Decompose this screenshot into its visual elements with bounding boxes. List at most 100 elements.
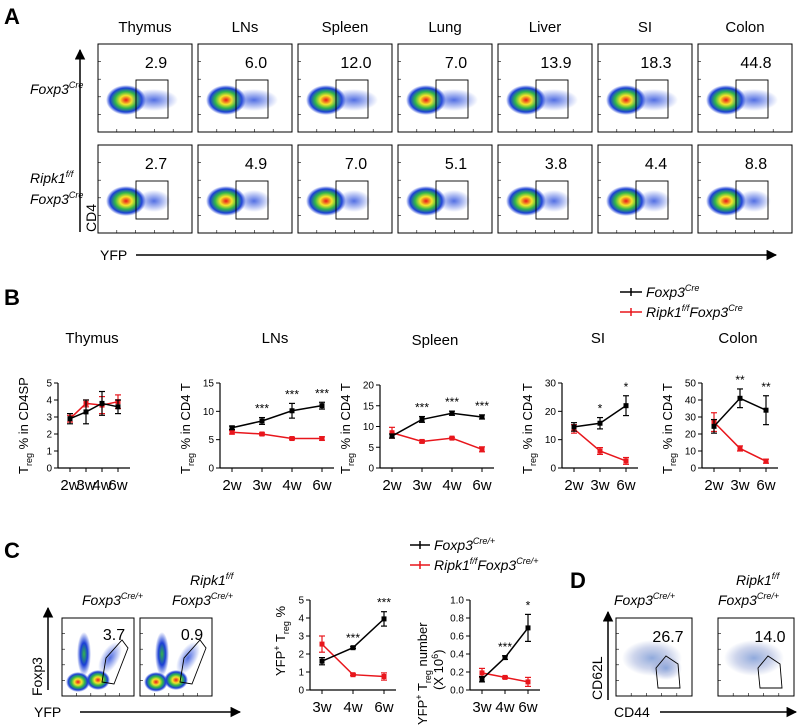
b-chart-lns-ytick-label: 0: [208, 464, 214, 475]
b-chart-lns-ytick-label: 5: [208, 435, 214, 446]
flow-a-r1-c6-gate: [635, 79, 669, 119]
b-chart-colon-xtick-label: 3w: [730, 477, 749, 494]
c-chart-1-series-0-point: [350, 645, 356, 651]
c-chart-1: 0 1 2 3 4 5 3w 4w 6w *** ***: [298, 596, 396, 716]
b-chart-si-ylabel: Treg % in CD4 T: [520, 383, 538, 474]
c-chart-1-xtick-label: 6w: [374, 699, 393, 716]
flow-a-r2-c5-gate: [535, 180, 569, 220]
b-chart-si-significance: *: [598, 402, 603, 416]
flow-a-r2-c3-frame: [297, 144, 393, 234]
flow-a-r1-c6-yfp-population: [630, 89, 678, 111]
flow-a-r1-c6-frame: [597, 43, 693, 133]
flow-a-r2-c4-percent: 5.1: [445, 156, 467, 173]
flow-a-r1-c1-gate: [135, 79, 169, 119]
b-chart-spleen-ytick-label: 10: [363, 422, 375, 433]
legend-ripk1-foxp3cre: Ripk1f/fFoxp3Cre: [646, 303, 743, 320]
flow-d-1-percent: 26.7: [652, 629, 683, 646]
panel-a-row2-genotype-line1: Ripk1f/f: [30, 169, 75, 186]
b-chart-spleen-ytick-label: 20: [363, 381, 375, 392]
c-chart-2-series-1-point: [525, 679, 531, 685]
panel-c: C Foxp3Cre/+ Ripk1f/f Foxp3Cre/+ 3.7 0.9 …: [4, 536, 540, 725]
flow-a-r2-c4: 5.1: [397, 144, 493, 234]
c-chart-1-significance: ***: [346, 631, 360, 645]
b-chart-spleen: 0 5 10 15 20 2w 3w 4w 6w *** *** *** Spleen Treg % in…: [338, 332, 494, 494]
panel-c-genotype-ko-line2: Foxp3Cre/+: [172, 591, 233, 608]
flow-a-r1-c1-frame: [97, 43, 193, 133]
flow-a-r2-c7-yfp-population: [737, 190, 771, 212]
b-chart-lns-series-0-point: [289, 408, 295, 414]
b-chart-si-significance: *: [624, 380, 629, 394]
flow-d-1: 26.7: [615, 617, 693, 697]
b-chart-spleen-xtick-label: 3w: [412, 477, 431, 494]
b-chart-lns-series-0-point: [319, 403, 325, 409]
flow-a-r1-c3-yfp-population: [330, 89, 378, 111]
c-chart-1-series-0-point: [319, 658, 325, 664]
flow-c-1-gate: [101, 639, 129, 685]
c-chart-2-ytick-label: 0.6: [450, 632, 464, 643]
flow-a-r1-c1-percent: 2.9: [145, 55, 167, 72]
flow-c-2-neg-population: [144, 672, 168, 692]
b-chart-lns-series-0-point: [229, 425, 235, 431]
flow-a-r1-c4: 7.0: [397, 43, 493, 133]
b-chart-thymus-series-1-line: [69, 400, 119, 420]
b-chart-lns-series-1-point: [319, 436, 325, 442]
flow-c-1-foxp3-population: [77, 632, 91, 676]
b-chart-colon-series-0-point: [711, 423, 717, 429]
b-chart-lns-series-0-line: [231, 404, 323, 429]
b-chart-spleen-series-1-line: [391, 432, 483, 451]
b-chart-spleen-significance: ***: [415, 401, 429, 415]
flow-a-r1-c4-frame: [397, 43, 493, 133]
panel-d: D Foxp3Cre/+ Ripk1f/f Foxp3Cre/+ 26.7 14.…: [570, 568, 798, 720]
flow-a-r2-c6-gate: [635, 180, 669, 220]
panel-d-genotype-ctrl: Foxp3Cre/+: [614, 591, 675, 608]
b-chart-spleen-significance: ***: [475, 399, 489, 413]
flow-a-r2-c2: 4.9: [197, 144, 293, 234]
b-chart-colon-title: Colon: [718, 330, 757, 347]
b-chart-colon-series-1-point: [763, 458, 769, 464]
panel-c-foxp3-label: Foxp3: [29, 657, 45, 696]
c-chart-2-ytick-label: 0.4: [450, 650, 464, 661]
panel-c-letter: C: [4, 538, 20, 563]
b-chart-spleen-series-1-point: [419, 438, 425, 444]
c-chart-2-series-0-point: [502, 655, 508, 661]
panel-a-letter: A: [4, 4, 20, 29]
panel-a-row2-genotype-line2: Foxp3Cre: [30, 190, 83, 207]
b-chart-lns-xtick-label: 6w: [312, 477, 331, 494]
c-chart-1-ytick-label: 4: [298, 614, 304, 625]
flow-c-2: 0.9: [139, 617, 213, 697]
flow-a-r1-c5: 13.9: [497, 43, 593, 133]
b-chart-lns-xtick-label: 3w: [252, 477, 271, 494]
flow-c-2-yfp-population: [164, 670, 188, 690]
b-chart-colon-series-1-line: [713, 421, 767, 462]
flow-a-r1-c4-yfp-population: [430, 89, 478, 111]
flow-c-1-double-population: [98, 641, 122, 675]
panel-a-row1-genotype: Foxp3Cre: [30, 80, 83, 97]
tissue-title-liver: Liver: [529, 19, 562, 36]
c-chart-1-ytick-label: 2: [298, 650, 304, 661]
c-chart-1-significance: ***: [377, 596, 391, 610]
b-chart-colon-xtick-label: 6w: [756, 477, 775, 494]
flow-a-r1-c7-yfp-population: [730, 89, 778, 111]
tissue-title-thymus: Thymus: [118, 19, 171, 36]
panel-d-cd44-label: CD44: [614, 704, 650, 720]
b-chart-si: 0 10 20 30 2w 3w 6w * * SI Treg % in CD4 T: [520, 330, 638, 494]
flow-a-r2-c4-frame: [397, 144, 493, 234]
b-chart-lns-series-1-point: [229, 429, 235, 435]
flow-d-1-gate: [655, 655, 681, 689]
panel-c-yfp-label: YFP: [34, 704, 61, 720]
c-chart-1-series-1-point: [350, 672, 356, 678]
flow-a-r1-c5-frame: [497, 43, 593, 133]
flow-a-r2-c7-gate: [735, 180, 769, 220]
flow-c-2-foxp3-population: [155, 632, 169, 676]
b-chart-spleen-series-0-point: [419, 416, 425, 422]
flow-a-r2-c5: 3.8: [497, 144, 593, 234]
panel-d-genotype-ko-line2: Foxp3Cre/+: [718, 591, 779, 608]
legend-foxp3cre: Foxp3Cre: [646, 283, 699, 300]
flow-d-2-naive-population: [724, 640, 784, 676]
panel-d-genotype-ko-line1: Ripk1f/f: [736, 571, 781, 588]
b-chart-spleen-significance: ***: [445, 395, 459, 409]
tissue-title-lung: Lung: [428, 19, 461, 36]
tissue-title-colon: Colon: [725, 19, 764, 36]
